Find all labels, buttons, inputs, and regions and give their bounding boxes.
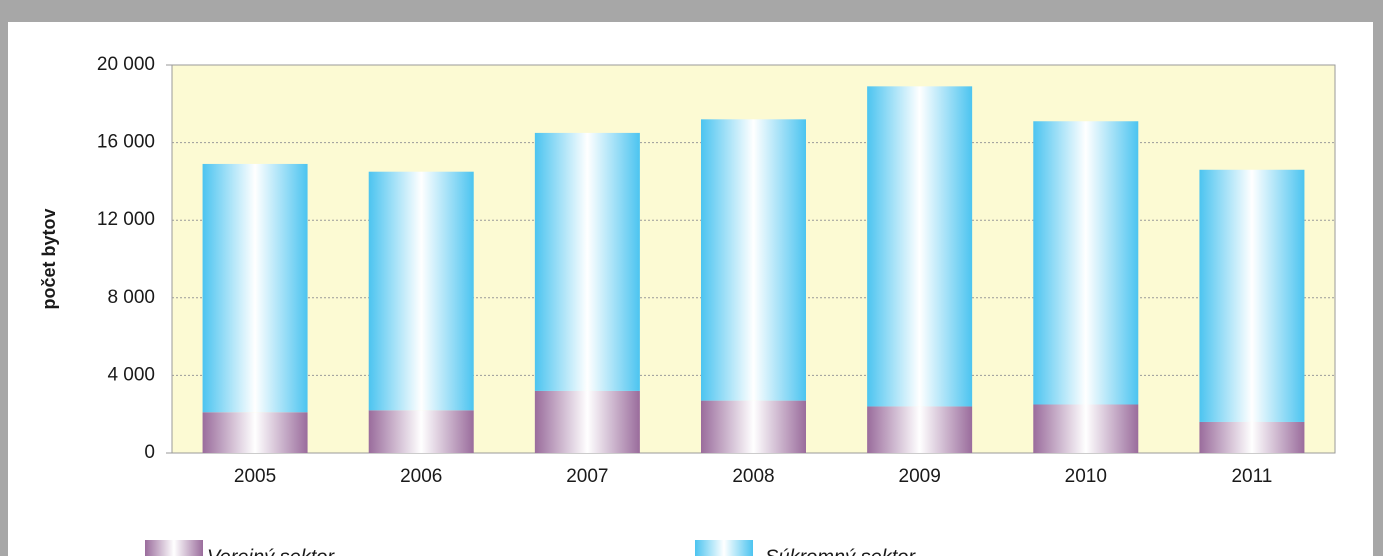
x-tick-label: 2010 [1065,466,1107,487]
bar-segment [202,412,308,453]
legend-label: Súkromný sektor [765,546,916,556]
x-tick-label: 2011 [1231,466,1272,487]
x-tick-label: 2009 [899,466,941,487]
y-tick-label: 0 [144,442,155,463]
bar-segment [1033,404,1139,453]
bar-segment [867,86,973,407]
legend-swatch [145,540,203,556]
bar-segment [701,400,806,453]
legend-label: Verejný sektor [207,546,335,556]
y-tick-label: 16 000 [97,132,155,153]
bar-segment [368,410,474,453]
y-tick-label: 8 000 [107,287,155,308]
y-tick-label: 12 000 [97,209,155,230]
x-tick-label: 2005 [234,466,276,487]
bar-segment [1199,421,1305,453]
bar-segment [701,119,806,401]
y-tick-label: 4 000 [107,364,155,385]
bar-segment [867,406,973,453]
y-tick-label: 20 000 [97,54,155,75]
x-tick-label: 2007 [566,466,608,487]
bar-segment [1199,169,1305,422]
x-tick-label: 2008 [732,466,774,487]
legend-swatch [695,540,753,556]
bar-segment [202,163,308,413]
y-axis-label: počet bytov [39,208,59,309]
bar-segment [534,390,640,453]
bar-segment [534,132,640,391]
bar-segment [1033,121,1139,405]
x-tick-label: 2006 [400,466,442,487]
bar-segment [368,171,474,411]
